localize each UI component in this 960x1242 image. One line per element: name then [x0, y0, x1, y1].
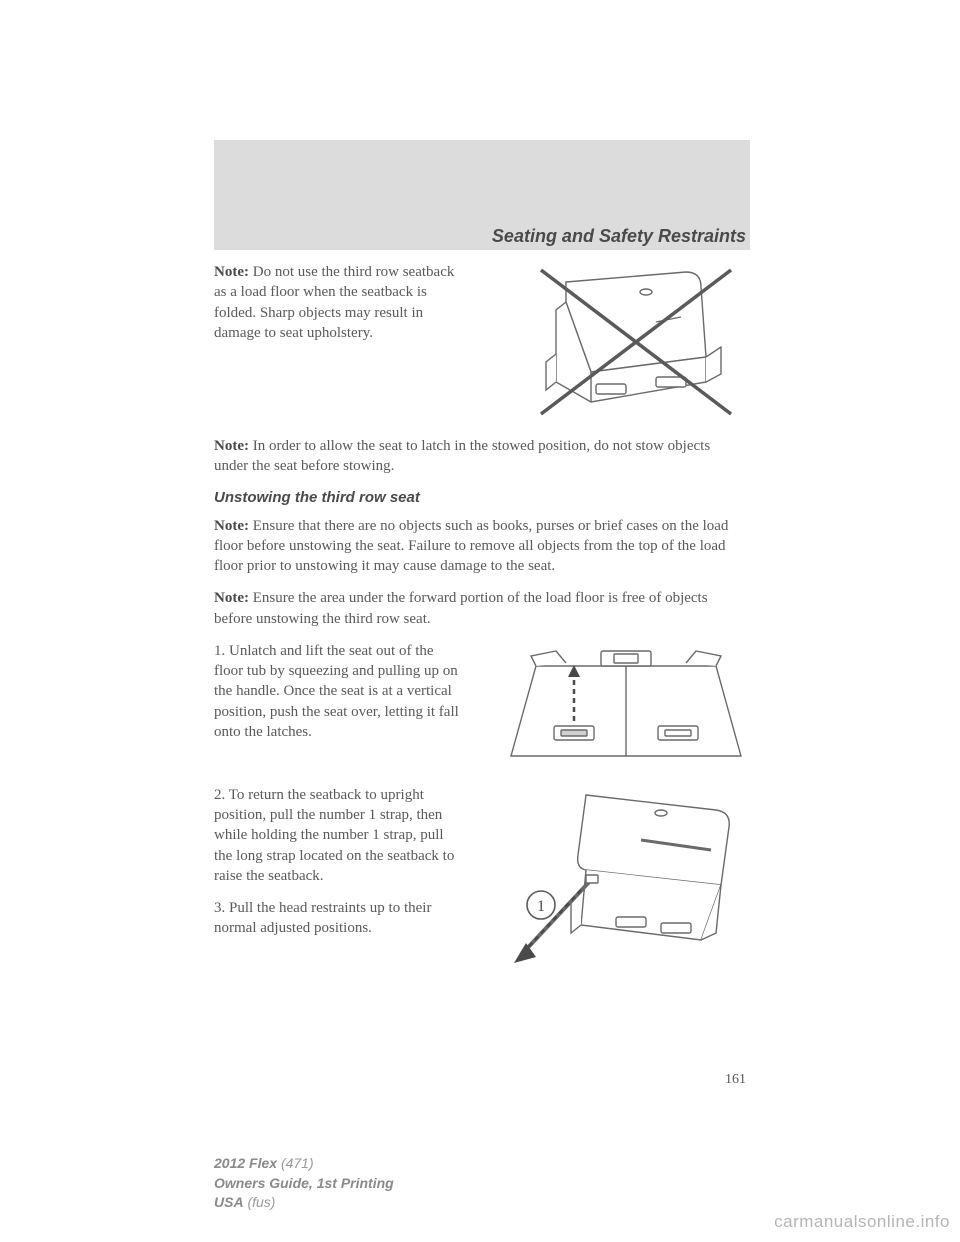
footer-region: USA: [214, 1194, 244, 1210]
footer-line1: 2012 Flex (471): [214, 1154, 394, 1174]
step1-text: 1. Unlatch and lift the seat out of the …: [214, 641, 464, 742]
footer-block: 2012 Flex (471) Owners Guide, 1st Printi…: [214, 1154, 394, 1213]
page-number: 161: [725, 1072, 746, 1088]
figure-seat-strap: 1: [486, 785, 746, 975]
step2-row: 2. To return the seatback to upright pos…: [214, 785, 746, 975]
footer-line3: USA (fus): [214, 1193, 394, 1213]
note3-text: Ensure that there are no objects such as…: [214, 518, 728, 575]
watermark: carmanualsonline.info: [774, 1212, 950, 1232]
note2-label: Note:: [214, 438, 249, 454]
step3-text: 3. Pull the head restraints up to their …: [214, 898, 464, 939]
note1-para: Note: Do not use the third row seatback …: [214, 262, 464, 343]
subheading-unstowing: Unstowing the third row seat: [214, 489, 746, 506]
callout-1-text: 1: [537, 898, 545, 915]
footer-model: 2012 Flex: [214, 1155, 277, 1171]
footer-fus: (fus): [244, 1194, 276, 1210]
note4-text: Ensure the area under the forward portio…: [214, 590, 708, 626]
note2-text: In order to allow the seat to latch in t…: [214, 438, 710, 474]
footer-code: (471): [277, 1155, 314, 1171]
note3-para: Note: Ensure that there are no objects s…: [214, 516, 746, 577]
footer-guide: Owners Guide, 1st Printing: [214, 1174, 394, 1194]
note1-label: Note:: [214, 264, 249, 280]
note3-label: Note:: [214, 518, 249, 534]
figure-seat-crossed: [506, 262, 746, 422]
note1-text: Do not use the third row seatback as a l…: [214, 264, 454, 341]
figure-floor-tub: [506, 641, 746, 771]
step1-row: 1. Unlatch and lift the seat out of the …: [214, 641, 746, 771]
page-content: Note: Do not use the third row seatback …: [214, 262, 746, 989]
note2-para: Note: In order to allow the seat to latc…: [214, 436, 746, 477]
note4-para: Note: Ensure the area under the forward …: [214, 588, 746, 629]
note4-label: Note:: [214, 590, 249, 606]
step2-text: 2. To return the seatback to upright pos…: [214, 785, 464, 886]
section-title: Seating and Safety Restraints: [492, 226, 746, 247]
note1-row: Note: Do not use the third row seatback …: [214, 262, 746, 422]
